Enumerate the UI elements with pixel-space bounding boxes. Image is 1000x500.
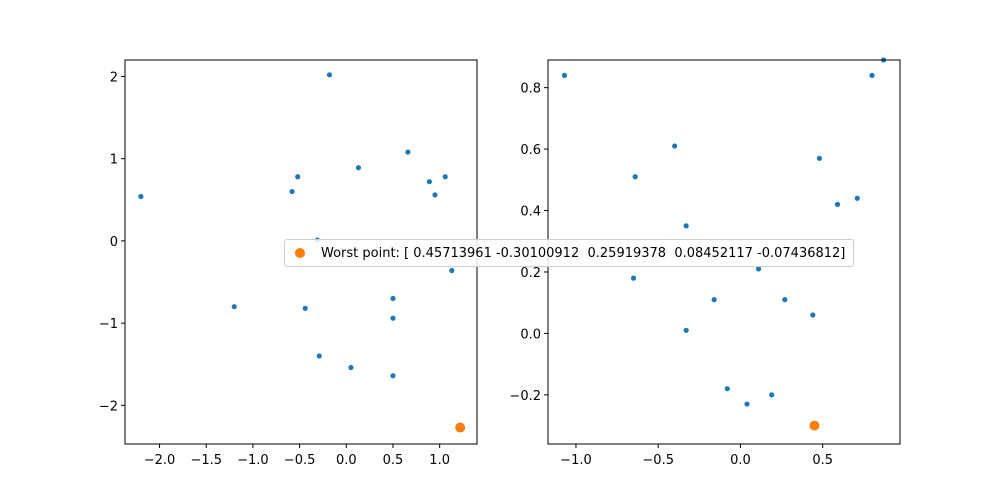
subplot-2-ytick-label: 0.4 [520, 205, 541, 220]
subplot-2-point [816, 155, 823, 161]
subplot-2-point [854, 195, 860, 201]
subplot-1-point [231, 304, 237, 310]
subplot-1-worst-point [455, 422, 466, 433]
subplot-1-ytick-label: −2 [99, 399, 118, 414]
subplot-1-point [302, 305, 308, 311]
subplot-2-point [744, 401, 750, 407]
subplot-1-point [138, 193, 144, 200]
subplot-1-xtick-label: −2.0 [144, 453, 176, 468]
subplot-1-point [390, 315, 396, 321]
subplot-1-point [426, 179, 432, 185]
subplot-2-point [724, 386, 730, 392]
subplot-1-ytick-label: 2 [110, 70, 118, 85]
subplot-1-xtick-label: −1.5 [190, 453, 222, 468]
subplot-2-point [632, 174, 638, 180]
subplot-1-point [348, 364, 354, 371]
subplot-2-point [630, 275, 637, 281]
subplot-1-point [316, 353, 322, 359]
subplot-2-xtick-label: 0.0 [730, 453, 751, 468]
subplot-1-xtick-label: 0.0 [336, 453, 357, 468]
subplot-1-point [390, 295, 396, 302]
subplot-2-point [561, 72, 568, 78]
subplot-2-ytick-label: 0.2 [520, 266, 541, 281]
legend-label: Worst point: [ 0.45713961 -0.30100912 0.… [321, 245, 846, 261]
subplot-1-point [390, 373, 396, 379]
subplot-2-point [683, 223, 689, 229]
subplot-1-point [326, 72, 333, 78]
subplot-2-worst-point [809, 420, 820, 431]
subplot-1-point [295, 174, 301, 180]
subplot-1-ytick-label: 0 [110, 235, 118, 250]
subplot-1-ytick-label: 1 [110, 153, 118, 168]
subplot-2-point [755, 266, 762, 272]
subplot-2-point [834, 201, 841, 207]
subplot-1-point [289, 188, 295, 195]
subplot-2-point [869, 72, 875, 78]
subplot-2-point [711, 297, 717, 303]
subplot-1-point [405, 149, 411, 155]
subplot-1-point [432, 192, 438, 198]
legend: Worst point: [ 0.45713961 -0.30100912 0.… [284, 239, 855, 267]
subplot-1-point [355, 165, 362, 171]
subplot-1-xtick-label: −1.0 [237, 453, 269, 468]
subplot-2-xtick-label: −1.0 [560, 453, 592, 468]
subplot-2-point [782, 297, 788, 303]
subplot-2-ytick-label: 0.8 [520, 82, 541, 97]
subplot-2-ytick-label: 0.6 [520, 143, 541, 158]
subplot-2-point [672, 143, 678, 149]
subplot-2-xtick-label: −0.5 [642, 453, 674, 468]
subplot-1-ytick-label: −1 [99, 317, 118, 332]
legend-marker-worst-point [295, 248, 305, 258]
subplot-1-point [449, 267, 455, 274]
subplot-1-xtick-label: −0.5 [284, 453, 316, 468]
subplot-2-ytick-label: 0.0 [520, 327, 541, 342]
subplot-2-xtick-label: 0.5 [812, 453, 833, 468]
subplot-2-point [810, 312, 816, 318]
subplot-1-xtick-label: 1.0 [429, 453, 450, 468]
subplot-2-point [769, 392, 775, 398]
subplot-1-xtick-label: 0.5 [383, 453, 404, 468]
subplot-1-point [442, 174, 448, 180]
subplot-2-ytick-label: −0.2 [509, 389, 541, 404]
subplot-2-point [683, 327, 689, 333]
